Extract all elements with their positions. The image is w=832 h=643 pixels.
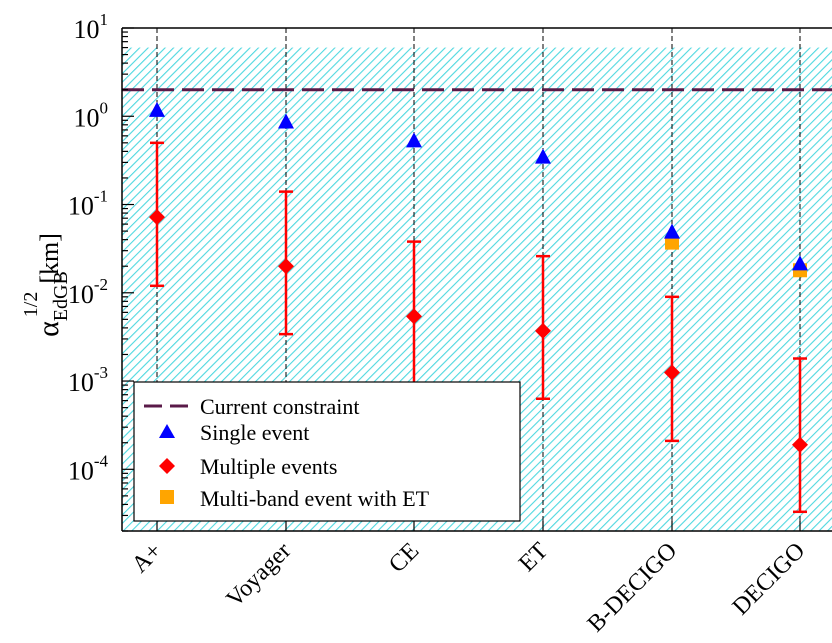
ylabel-unit: [km] — [35, 233, 64, 284]
multiple-events-point-5 — [792, 436, 808, 453]
x-tick-label-decigo: DECIGO — [728, 538, 810, 620]
legend-swatch-single-event — [159, 424, 175, 438]
y-tick-label-0: 10-4 — [68, 451, 109, 485]
legend-swatch-multiple-events — [159, 458, 175, 474]
data-marks — [149, 101, 808, 514]
y-tick-label-3: 10-1 — [68, 187, 108, 221]
ylabel-superscript: 1/2 — [20, 292, 42, 318]
legend-box — [133, 381, 521, 522]
multiple-events-point-0 — [149, 209, 165, 226]
y-tick-label-1: 10-3 — [68, 363, 108, 397]
multiple-events-point-3 — [535, 322, 551, 339]
x-tick-label-a-: A+ — [127, 538, 167, 578]
single-event-point-5 — [792, 255, 808, 271]
x-tick-label-ce: CE — [384, 538, 424, 578]
single-event-point-3 — [535, 148, 551, 164]
legend-swatch-multi-band-event — [160, 490, 174, 504]
multiple-events-point-1 — [278, 258, 294, 275]
y-axis-label: αEdGB 1/2 [km] — [20, 233, 72, 337]
x-tick-label-voyager: Voyager — [222, 538, 297, 613]
single-event-point-2 — [406, 132, 422, 148]
legend: Current constraint Single event Multiple… — [133, 381, 521, 522]
single-event-point-0 — [149, 101, 165, 117]
svg-text:αEdGB1/2[km]: αEdGB 1/2 [km] — [20, 233, 72, 337]
ylabel-symbol: α — [32, 321, 65, 337]
legend-label-multiple-events: Multiple events — [200, 454, 337, 479]
plot-frame — [121, 27, 832, 532]
y-tick-label-2: 10-2 — [68, 275, 108, 309]
x-axis-ticks: A+ Voyager CE ET B-DECIGO DECIGO — [127, 521, 810, 637]
x-tick-label-et: ET — [514, 538, 553, 577]
multi-band-point-4 — [665, 235, 679, 250]
y-axis-ticks: 10-4 10-3 10-2 10-1 100 101 — [68, 10, 134, 532]
multiple-events-point-4 — [664, 364, 680, 381]
legend-label-single-event: Single event — [200, 420, 309, 445]
y-tick-label-4: 100 — [74, 98, 109, 132]
single-event-point-4 — [664, 223, 680, 239]
ylabel-subscript: EdGB — [50, 271, 72, 321]
single-event-point-1 — [278, 113, 294, 129]
multiple-events-point-2 — [406, 308, 422, 325]
legend-label-current-constraint: Current constraint — [200, 394, 359, 419]
x-tick-label-b-decigo: B-DECIGO — [583, 538, 682, 637]
legend-label-multi-band-event: Multi-band event with ET — [200, 486, 430, 511]
y-tick-label-5: 101 — [74, 10, 109, 44]
